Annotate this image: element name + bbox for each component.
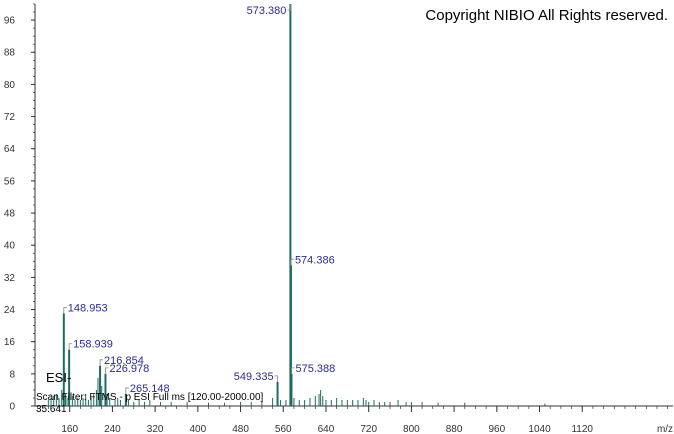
plot-area: 0 8 16 24 32 40 48 56 64 72 80 88 96 160 240 320 400 480 5… <box>4 3 673 434</box>
y-tick-label: 64 <box>4 144 16 155</box>
peak-label-connector <box>287 4 291 11</box>
y-tick-label: 40 <box>4 241 16 252</box>
x-tick-label: 320 <box>147 424 164 434</box>
y-tick-label: 88 <box>4 48 16 59</box>
x-tick-label: 400 <box>189 424 206 434</box>
x-tick-label: 160 <box>61 424 78 434</box>
scan-filter-text: Scan Filter: FTMS - p ESI Full ms [120.0… <box>36 392 264 403</box>
y-tick-label: 0 <box>9 402 15 413</box>
x-tick-label: 720 <box>360 424 377 434</box>
peak-label: 575.388 <box>295 363 335 375</box>
y-tick-label: 32 <box>4 273 16 284</box>
x-tick-label: 480 <box>232 424 249 434</box>
x-tick-label: 800 <box>403 424 420 434</box>
x-tick-label: 240 <box>104 424 121 434</box>
peak-label-connector <box>68 343 73 350</box>
x-tick-label: 640 <box>318 424 335 434</box>
x-tick-label: 880 <box>446 424 463 434</box>
peak-label: 549.335 <box>234 371 274 383</box>
y-tick-label: 16 <box>4 337 16 348</box>
y-tick-label: 96 <box>4 16 16 27</box>
base-intensity-value: 35.641 <box>36 404 67 415</box>
copyright-notice: Copyright NIBIO All Rights reserved. <box>425 7 668 24</box>
peak-label-connector <box>99 359 104 366</box>
x-tick-label: 960 <box>488 424 505 434</box>
peak-label: 216.854 <box>104 355 144 367</box>
peak-label-connector <box>291 367 295 374</box>
peak-label: 573.380 <box>247 5 287 17</box>
peak-label-connector <box>125 387 129 394</box>
x-tick-label: 1040 <box>528 424 551 434</box>
peak-label: 265.148 <box>130 383 170 395</box>
peak-label-connector <box>63 307 67 314</box>
y-tick-label: 8 <box>9 369 15 380</box>
x-axis-unit: m/z <box>657 424 673 434</box>
x-tick-label: 1120 <box>571 424 593 434</box>
y-tick-label: 48 <box>4 209 16 220</box>
peak-label-connector <box>274 375 278 382</box>
peak-label-connector <box>105 367 109 374</box>
peak-label: 574.386 <box>295 254 335 266</box>
peak-label-connector <box>290 258 294 266</box>
peak-label: 226.978 <box>109 363 149 375</box>
peak-label: 158.939 <box>73 339 113 351</box>
y-tick-label: 72 <box>4 112 16 123</box>
x-tick-label: 560 <box>275 424 292 434</box>
y-tick-label: 24 <box>4 305 16 316</box>
peak-label: 148.953 <box>68 303 108 315</box>
y-tick-label: 80 <box>4 80 16 91</box>
y-tick-label: 56 <box>4 176 16 187</box>
ionization-mode-label: ESI- <box>46 370 71 385</box>
